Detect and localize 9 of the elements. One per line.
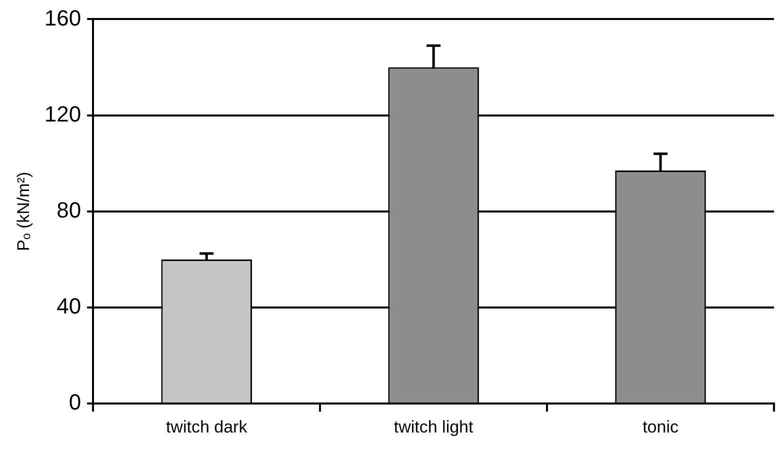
y-axis-title: Pₒ (kN/m²) bbox=[14, 172, 33, 251]
x-tick-label: tonic bbox=[642, 417, 679, 436]
y-tick-label: 160 bbox=[44, 5, 82, 30]
x-tick-label: twitch light bbox=[394, 417, 474, 436]
y-tick-label: 120 bbox=[44, 101, 82, 126]
y-tick-label: 40 bbox=[56, 294, 82, 319]
x-tick-label: twitch dark bbox=[166, 417, 248, 436]
y-tick-label: 80 bbox=[56, 197, 82, 222]
y-tick-label: 0 bbox=[68, 390, 82, 415]
